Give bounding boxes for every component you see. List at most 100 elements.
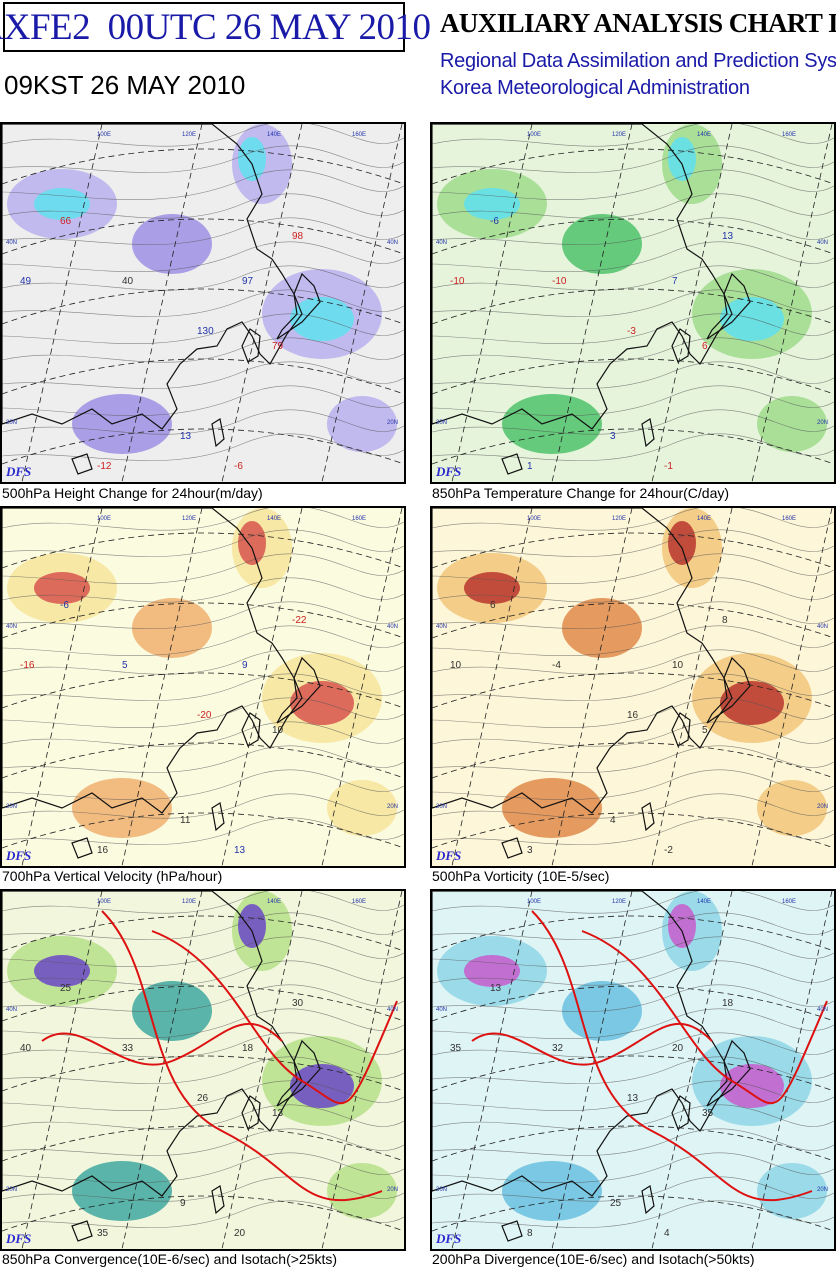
- contour-line: [2, 145, 404, 173]
- latitude-label: 40N: [817, 1007, 828, 1013]
- contour-value-label: -2: [664, 845, 673, 856]
- coastline: [706, 656, 751, 724]
- contour-line: [432, 1080, 834, 1111]
- dfs-badge: DFS: [436, 848, 462, 863]
- field-shade-area: [720, 297, 784, 341]
- latitude-line: [2, 532, 404, 569]
- contour-value-label: 13: [490, 983, 502, 994]
- isotach-line: [151, 930, 398, 1105]
- caption-convergence: 850hPa Convergence(10E-6/sec) and Isotac…: [2, 1251, 338, 1267]
- field-shade-area: [502, 778, 602, 838]
- contour-value-label: 8: [722, 615, 728, 626]
- contour-value-label: 4: [664, 1228, 670, 1239]
- contour-value-label: 25: [610, 1198, 622, 1209]
- longitude-line: [321, 508, 403, 866]
- field-shade-area: [72, 778, 172, 838]
- latitude-line: [432, 985, 834, 1022]
- map-vorticity: 100E 120E 140E 160E 40N 40N 20N 20N 6 -4 10 16 5 3 4 -2…: [432, 508, 834, 866]
- contour-value-label: -6: [234, 461, 243, 472]
- longitude-label: 160E: [782, 516, 796, 522]
- contour-line: [2, 508, 404, 531]
- panel-height-change[interactable]: 100E 120E 140E 160E 40N 40N 20N 20N 66 40 49 130 79 -…: [0, 122, 406, 484]
- contour-value-label: 6: [490, 600, 496, 611]
- contour-line: [432, 193, 834, 219]
- contour-line: [432, 936, 834, 967]
- contour-line: [432, 673, 834, 701]
- panel-temperature-change[interactable]: 100E 120E 140E 160E 40N 40N 20N 20N -6 -10 -10 -3 6 1…: [430, 122, 836, 484]
- contour-line: [2, 313, 404, 344]
- longitude-line: [121, 508, 203, 866]
- contour-line: [432, 1152, 834, 1183]
- latitude-label: 40N: [436, 240, 447, 246]
- coastline: [641, 802, 655, 832]
- longitude-line: [451, 891, 533, 1249]
- contour-line: [432, 984, 834, 1012]
- latitude-label: 20N: [817, 804, 828, 810]
- contour-value-label: -10: [552, 276, 567, 287]
- panel-vorticity[interactable]: 100E 120E 140E 160E 40N 40N 20N 20N 6 -4 10 16 5 3 4 -2…: [430, 506, 836, 868]
- coastline: [2, 508, 303, 814]
- coastline: [706, 272, 751, 340]
- contour-line: [2, 649, 404, 675]
- latitude-line: [2, 1125, 404, 1162]
- longitude-line: [21, 124, 103, 482]
- latitude-label: 20N: [436, 420, 447, 426]
- latitude-line: [2, 358, 404, 395]
- contour-line: [2, 385, 404, 416]
- latitude-line: [432, 218, 834, 255]
- panel-convergence[interactable]: 100E 120E 140E 160E 40N 40N 20N 20N 25 33 40 26 13 35…: [0, 889, 406, 1251]
- contour-line: [432, 960, 834, 986]
- contour-value-label: 40: [122, 276, 134, 287]
- latitude-line: [2, 148, 404, 185]
- contour-line: [432, 1056, 834, 1084]
- field-shade-area: [238, 137, 266, 181]
- contour-value-label: 8: [527, 1228, 533, 1239]
- longitude-label: 120E: [182, 899, 196, 905]
- isotach-line: [471, 1022, 713, 1066]
- latitude-label: 40N: [387, 240, 398, 246]
- latitude-label: 20N: [387, 420, 398, 426]
- coastline: [501, 1220, 523, 1242]
- dfs-badge: DFS: [6, 1231, 32, 1246]
- panel-divergence[interactable]: 100E 120E 140E 160E 40N 40N 20N 20N 13 32 35 13 35 8 2…: [430, 889, 836, 1251]
- contour-line: [2, 217, 404, 245]
- latitude-line: [432, 812, 834, 849]
- caption-height-change: 500hPa Height Change for 24hour(m/day): [2, 485, 263, 501]
- product-title: AXFE2 00UTC 26 MAY 2010: [0, 6, 431, 48]
- contour-line: [432, 217, 834, 245]
- contour-line: [2, 769, 404, 800]
- field-shade-area: [720, 1064, 784, 1108]
- contour-line: [2, 553, 404, 584]
- longitude-line: [221, 891, 303, 1249]
- contour-value-label: 35: [450, 1043, 462, 1054]
- longitude-line: [21, 508, 103, 866]
- contour-line: [432, 361, 834, 389]
- latitude-line: [2, 288, 404, 325]
- coastline: [241, 1095, 261, 1130]
- coastline: [432, 891, 733, 1197]
- contour-line: [2, 265, 404, 291]
- contour-line: [432, 912, 834, 940]
- field-shade-area: [757, 396, 827, 452]
- panel-vertical-velocity[interactable]: 100E 120E 140E 160E 40N 40N 20N 20N -6 5 -16 -20 10 1…: [0, 506, 406, 868]
- contour-value-label: 97: [242, 276, 254, 287]
- latitude-label: 40N: [817, 624, 828, 630]
- longitude-label: 140E: [697, 516, 711, 522]
- longitude-label: 160E: [782, 132, 796, 138]
- contour-line: [432, 769, 834, 800]
- field-shade-area: [327, 396, 397, 452]
- contour-value-label: 16: [627, 710, 639, 721]
- longitude-line: [651, 508, 733, 866]
- contour-line: [432, 145, 834, 173]
- latitude-line: [432, 358, 834, 395]
- contour-line: [2, 1056, 404, 1084]
- contour-value-label: 18: [242, 1043, 254, 1054]
- contour-value-label: 10: [672, 660, 684, 671]
- contour-line: [432, 265, 834, 291]
- longitude-line: [221, 508, 303, 866]
- latitude-line: [2, 1055, 404, 1092]
- longitude-label: 140E: [267, 132, 281, 138]
- latitude-line: [432, 1055, 834, 1092]
- contour-line: [2, 697, 404, 728]
- isotach-line: [531, 910, 813, 1202]
